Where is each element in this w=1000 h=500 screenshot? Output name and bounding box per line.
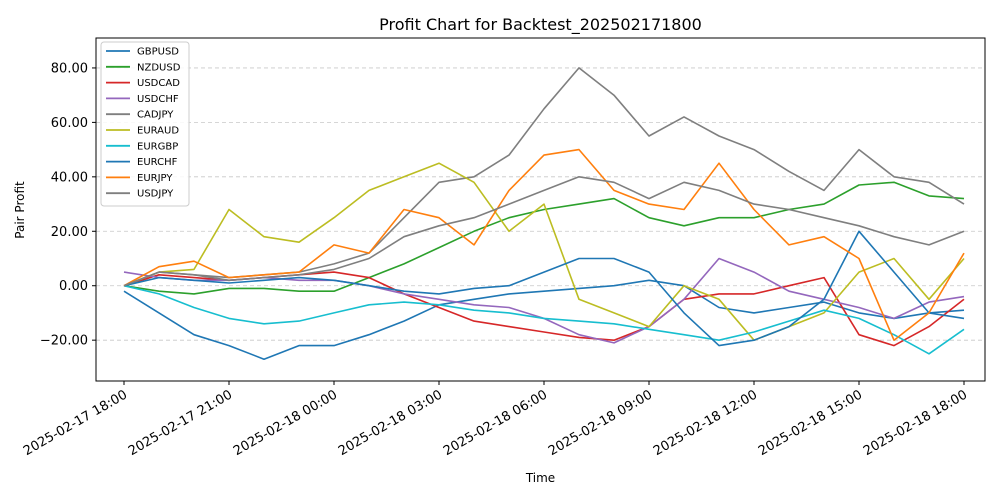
- y-tick-label: 40.00: [51, 170, 88, 185]
- y-tick-label: −20.00: [40, 334, 88, 349]
- series-lines: [123, 67, 965, 361]
- y-tick-label: 80.00: [51, 61, 88, 76]
- y-tick-label: 20.00: [51, 225, 88, 240]
- legend-item-eurchf: EURCHF: [137, 157, 178, 168]
- chart-title: Profit Chart for Backtest_202502171800: [379, 15, 702, 35]
- gridlines: [96, 67, 985, 341]
- legend-item-eurgbp: EURGBP: [137, 141, 178, 152]
- series-line-eurchf: [123, 230, 965, 347]
- x-axis-label: Time: [525, 471, 555, 485]
- legend-item-euraud: EURAUD: [137, 126, 179, 137]
- legend: GBPUSD NZDUSD USDCAD USDCHF CADJPY EURAUD EURG…: [100, 41, 190, 207]
- series-line-eurgbp: [123, 284, 965, 355]
- series-line-gbpusd: [123, 279, 965, 361]
- legend-item-usdcad: USDCAD: [137, 78, 180, 89]
- y-tick-label: 60.00: [51, 116, 88, 131]
- series-line-nzdusd: [123, 181, 965, 295]
- legend-item-usdchf: USDCHF: [137, 94, 179, 105]
- y-tick-label: 0.00: [59, 279, 88, 294]
- legend-item-usdjpy: USDJPY: [137, 189, 174, 200]
- legend-item-eurjpy: EURJPY: [137, 173, 173, 184]
- legend-item-gbpusd: GBPUSD: [137, 47, 179, 58]
- plot-frame: [95, 37, 986, 382]
- y-axis-ticks: −20.00 0.00 20.00 40.00 60.00 80.00: [40, 61, 96, 349]
- series-line-eurjpy: [123, 148, 965, 342]
- legend-item-nzdusd: NZDUSD: [137, 62, 181, 73]
- legend-item-cadjpy: CADJPY: [137, 110, 174, 121]
- y-axis-label: Pair Profit: [13, 181, 27, 239]
- series-line-euraud: [123, 162, 965, 342]
- series-line-usdjpy: [123, 176, 965, 287]
